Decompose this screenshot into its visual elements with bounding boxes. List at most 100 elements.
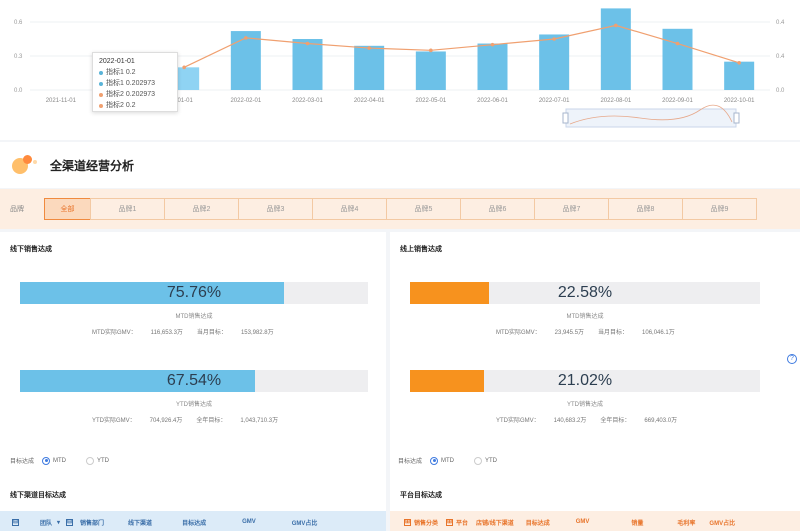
online-sales-panel: 线上销售达成 22.58% MTD销售达成 MTD实际GMV： 23,945.5万… xyxy=(390,232,800,531)
chart-point xyxy=(244,36,248,40)
expand-icon[interactable]: ⊞ xyxy=(446,518,454,526)
chart-bar xyxy=(354,45,385,90)
chart-point xyxy=(305,41,310,46)
column-header[interactable]: 目标达成 xyxy=(525,520,550,527)
progress-fill xyxy=(410,370,484,392)
expand-all-icon[interactable]: ⊟ xyxy=(12,518,19,526)
y-tick-label-left: 0.0 xyxy=(14,88,23,94)
brand-button-all[interactable]: 全部 xyxy=(44,198,91,220)
offline-mtd-detail: MTD实际GMV： 116,653.3万 当月目标： 153,982.8万 xyxy=(92,330,274,336)
series-dot-icon xyxy=(99,81,103,86)
brand-label: 品牌 xyxy=(10,206,24,213)
y-tick-label-right: 0.0 xyxy=(776,88,785,94)
chart-point xyxy=(182,65,186,70)
column-header[interactable]: GMV占比 xyxy=(709,520,736,527)
chart-point xyxy=(429,48,433,53)
x-tick-label: 2022-03-01 xyxy=(292,98,323,104)
column-header[interactable]: 销售分类 xyxy=(414,520,439,527)
online-mtd-progress: 22.58% xyxy=(410,282,760,304)
chart-point xyxy=(737,61,741,65)
offline-table-title: 线下渠道目标达成 xyxy=(10,492,66,499)
zoom-preview-line xyxy=(569,104,733,125)
brand-button-7[interactable]: 品牌7 xyxy=(534,198,609,220)
offline-ytd-radio[interactable] xyxy=(86,456,95,465)
x-tick-label: 2021-11-01 xyxy=(46,98,77,104)
section-title: 全渠道经营分析 xyxy=(50,158,135,173)
zoom-handle-left[interactable] xyxy=(562,112,569,124)
offline-ytd-caption: YTD销售达成 xyxy=(175,402,212,408)
brand-button-3[interactable]: 品牌3 xyxy=(238,198,313,220)
section-logo-icon xyxy=(12,154,40,176)
y-tick-label-right: 0.4 xyxy=(776,20,785,26)
x-tick-label: 2022-05-01 xyxy=(415,98,446,104)
x-tick-label: 2022-07-01 xyxy=(539,98,570,104)
zoom-handle-right[interactable] xyxy=(733,112,740,124)
online-ytd-detail: YTD实际GMV： 140,683.2万 全年目标： 669,403.0万 xyxy=(496,418,678,424)
chart-bar xyxy=(230,31,261,90)
chart-bar xyxy=(292,39,323,90)
brand-button-1[interactable]: 品牌1 xyxy=(90,198,165,220)
column-header[interactable]: GMV xyxy=(242,519,256,525)
y-tick-label-left: 0.3 xyxy=(14,54,23,60)
expand-icon[interactable]: ⊟ xyxy=(66,518,74,526)
chart-bar xyxy=(662,28,693,90)
chart-point xyxy=(367,46,371,50)
chart-bar xyxy=(600,8,631,90)
online-ytd-radio[interactable] xyxy=(474,456,483,465)
column-header[interactable]: 团队 xyxy=(40,520,53,527)
x-tick-label: 2022-08-01 xyxy=(600,98,631,104)
chart-point xyxy=(552,37,556,41)
tooltip-row: 指标2 0.202973 xyxy=(99,89,171,100)
offline-ytd-percent: 67.54% xyxy=(166,372,222,389)
brand-button-8[interactable]: 品牌8 xyxy=(608,198,683,220)
brand-button-2[interactable]: 品牌2 xyxy=(164,198,239,220)
offline-sales-panel: 线下销售达成 75.76% MTD销售达成 MTD实际GMV： 116,653.3… xyxy=(0,232,386,531)
chart-line xyxy=(183,24,740,68)
column-header[interactable]: 目标达成 xyxy=(182,520,207,527)
x-tick-label: 2022-10-01 xyxy=(724,98,755,104)
column-header[interactable]: 线下渠道 xyxy=(128,520,153,527)
column-header[interactable]: GMV占比 xyxy=(291,520,318,527)
y-tick-label-right: 0.4 xyxy=(776,54,785,60)
brand-button-5[interactable]: 品牌5 xyxy=(386,198,461,220)
offline-mtd-caption: MTD销售达成 xyxy=(175,314,213,320)
tooltip-row: 指标2 0.2 xyxy=(99,100,171,111)
section-header: 全渠道经营分析 xyxy=(0,142,800,188)
brand-button-4[interactable]: 品牌4 xyxy=(312,198,387,220)
column-header[interactable]: 销售部门 xyxy=(80,520,105,527)
offline-mtd-percent: 75.76% xyxy=(166,284,222,301)
brand-filter: 品牌 全部 品牌1 品牌2 品牌3 品牌4 品牌5 品牌6 品牌7 品牌8 品牌… xyxy=(0,189,800,229)
y-tick-label-left: 0.6 xyxy=(14,20,23,26)
x-tick-label: 2022-04-01 xyxy=(354,98,385,104)
sort-icon[interactable]: ▾ xyxy=(57,519,61,526)
online-target-toggle: 目标达成 MTD YTD xyxy=(398,456,498,465)
chart-bar xyxy=(539,34,570,90)
online-ytd-caption: YTD销售达成 xyxy=(566,402,603,408)
x-tick-label: -01-01 xyxy=(175,98,193,104)
column-header[interactable]: 毛利率 xyxy=(677,520,696,527)
online-panel-title: 线上销售达成 xyxy=(400,246,442,253)
brand-button-group: 全部 品牌1 品牌2 品牌3 品牌4 品牌5 品牌6 品牌7 品牌8 品牌9 xyxy=(44,198,757,220)
series-dot-icon xyxy=(99,103,103,108)
tooltip-row: 指标1 0.2 xyxy=(99,67,171,78)
column-header[interactable]: 平台 xyxy=(456,520,469,527)
brand-button-6[interactable]: 品牌6 xyxy=(460,198,535,220)
online-ytd-percent: 21.02% xyxy=(557,372,613,389)
offline-ytd-detail: YTD实际GMV： 704,926.4万 全年目标： 1,043,710.3万 xyxy=(92,418,279,424)
chart-point xyxy=(614,23,618,28)
progress-fill xyxy=(410,282,490,304)
progress-fill xyxy=(20,282,284,304)
chart-point xyxy=(490,42,495,47)
offline-mtd-radio[interactable] xyxy=(42,456,51,465)
trend-chart-card: 0.0 0.0 0.3 0.4 0.6 0.4 2021-11-01 -01-01 2022-0… xyxy=(0,0,800,140)
x-tick-label: 2022-02-01 xyxy=(230,98,261,104)
brand-button-9[interactable]: 品牌9 xyxy=(682,198,757,220)
online-mtd-radio[interactable] xyxy=(430,456,439,465)
expand-icon[interactable]: ⊞ xyxy=(404,518,411,526)
column-header[interactable]: 销量 xyxy=(631,520,644,527)
column-header[interactable]: 店铺/线下渠道 xyxy=(476,520,514,527)
help-icon[interactable]: ? xyxy=(787,354,797,364)
online-mtd-caption: MTD销售达成 xyxy=(566,314,604,320)
column-header[interactable]: GMV xyxy=(575,519,590,525)
